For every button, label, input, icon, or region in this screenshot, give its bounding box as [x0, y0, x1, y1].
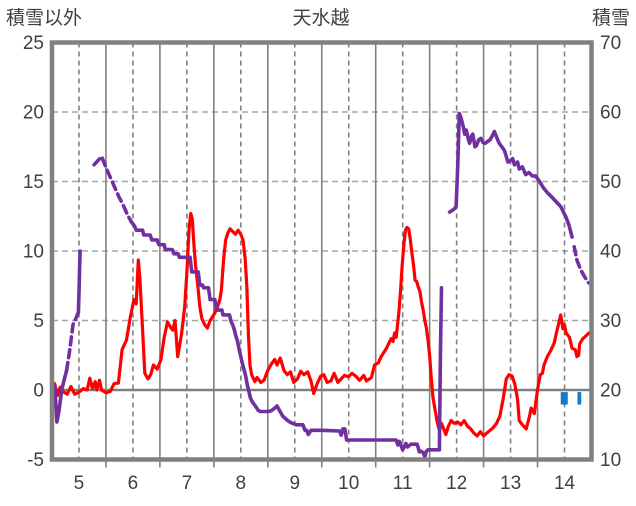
x-axis-tick-label: 12 — [446, 473, 467, 494]
left-axis-tick-label: 10 — [23, 242, 44, 263]
right-axis-tick-label: 20 — [600, 381, 621, 402]
x-axis-tick-label: 11 — [393, 473, 413, 494]
x-axis-tick-label: 13 — [500, 473, 521, 494]
x-axis-tick-label: 9 — [289, 473, 300, 494]
snow-depth-line — [129, 220, 444, 459]
left-axis-tick-label: 5 — [33, 311, 44, 332]
gridlines — [52, 42, 592, 468]
left-axis-tick-label: 15 — [23, 172, 44, 193]
snow-depth-line — [447, 111, 574, 239]
x-axis-tick-label: 14 — [554, 473, 576, 494]
snow-depth-line — [52, 368, 69, 424]
x-axis-tick-label: 10 — [338, 473, 359, 494]
x-axis-tick-label: 8 — [236, 473, 247, 494]
x-axis-tick-label: 7 — [182, 473, 193, 494]
left-axis-tick-label: 25 — [23, 33, 44, 54]
left-axis-tick-label: -5 — [27, 450, 44, 471]
right-axis-tick-label: 70 — [600, 33, 621, 54]
snow-depth-line — [92, 154, 134, 224]
right-axis-tick-label: 60 — [600, 103, 621, 124]
snow-depth-line — [76, 249, 82, 314]
left-axis-tick-label: 20 — [23, 103, 44, 124]
right-axis-tick-label: 10 — [600, 450, 621, 471]
x-axis-tick-label: 5 — [74, 473, 85, 494]
snow-depth-line — [64, 310, 81, 373]
snow-depth-line — [572, 245, 591, 285]
non-snow-line — [50, 211, 591, 438]
right-axis-tick-label: 40 — [600, 242, 621, 263]
plot-border — [49, 40, 594, 462]
x-axis-tick-label: 6 — [128, 473, 139, 494]
chart-title: 天水越 — [292, 7, 349, 29]
right-axis-tick-label: 30 — [600, 311, 621, 332]
precip-bar — [577, 392, 582, 405]
plot-frame — [49, 40, 594, 462]
right-axis-title: 積雪 — [592, 7, 630, 29]
right-axis-tick-label: 50 — [600, 172, 621, 193]
left-axis-tick-label: 0 — [33, 381, 44, 402]
series-lines — [50, 111, 591, 459]
precip-bar — [560, 392, 568, 405]
left-axis-title: 積雪以外 — [6, 7, 82, 29]
